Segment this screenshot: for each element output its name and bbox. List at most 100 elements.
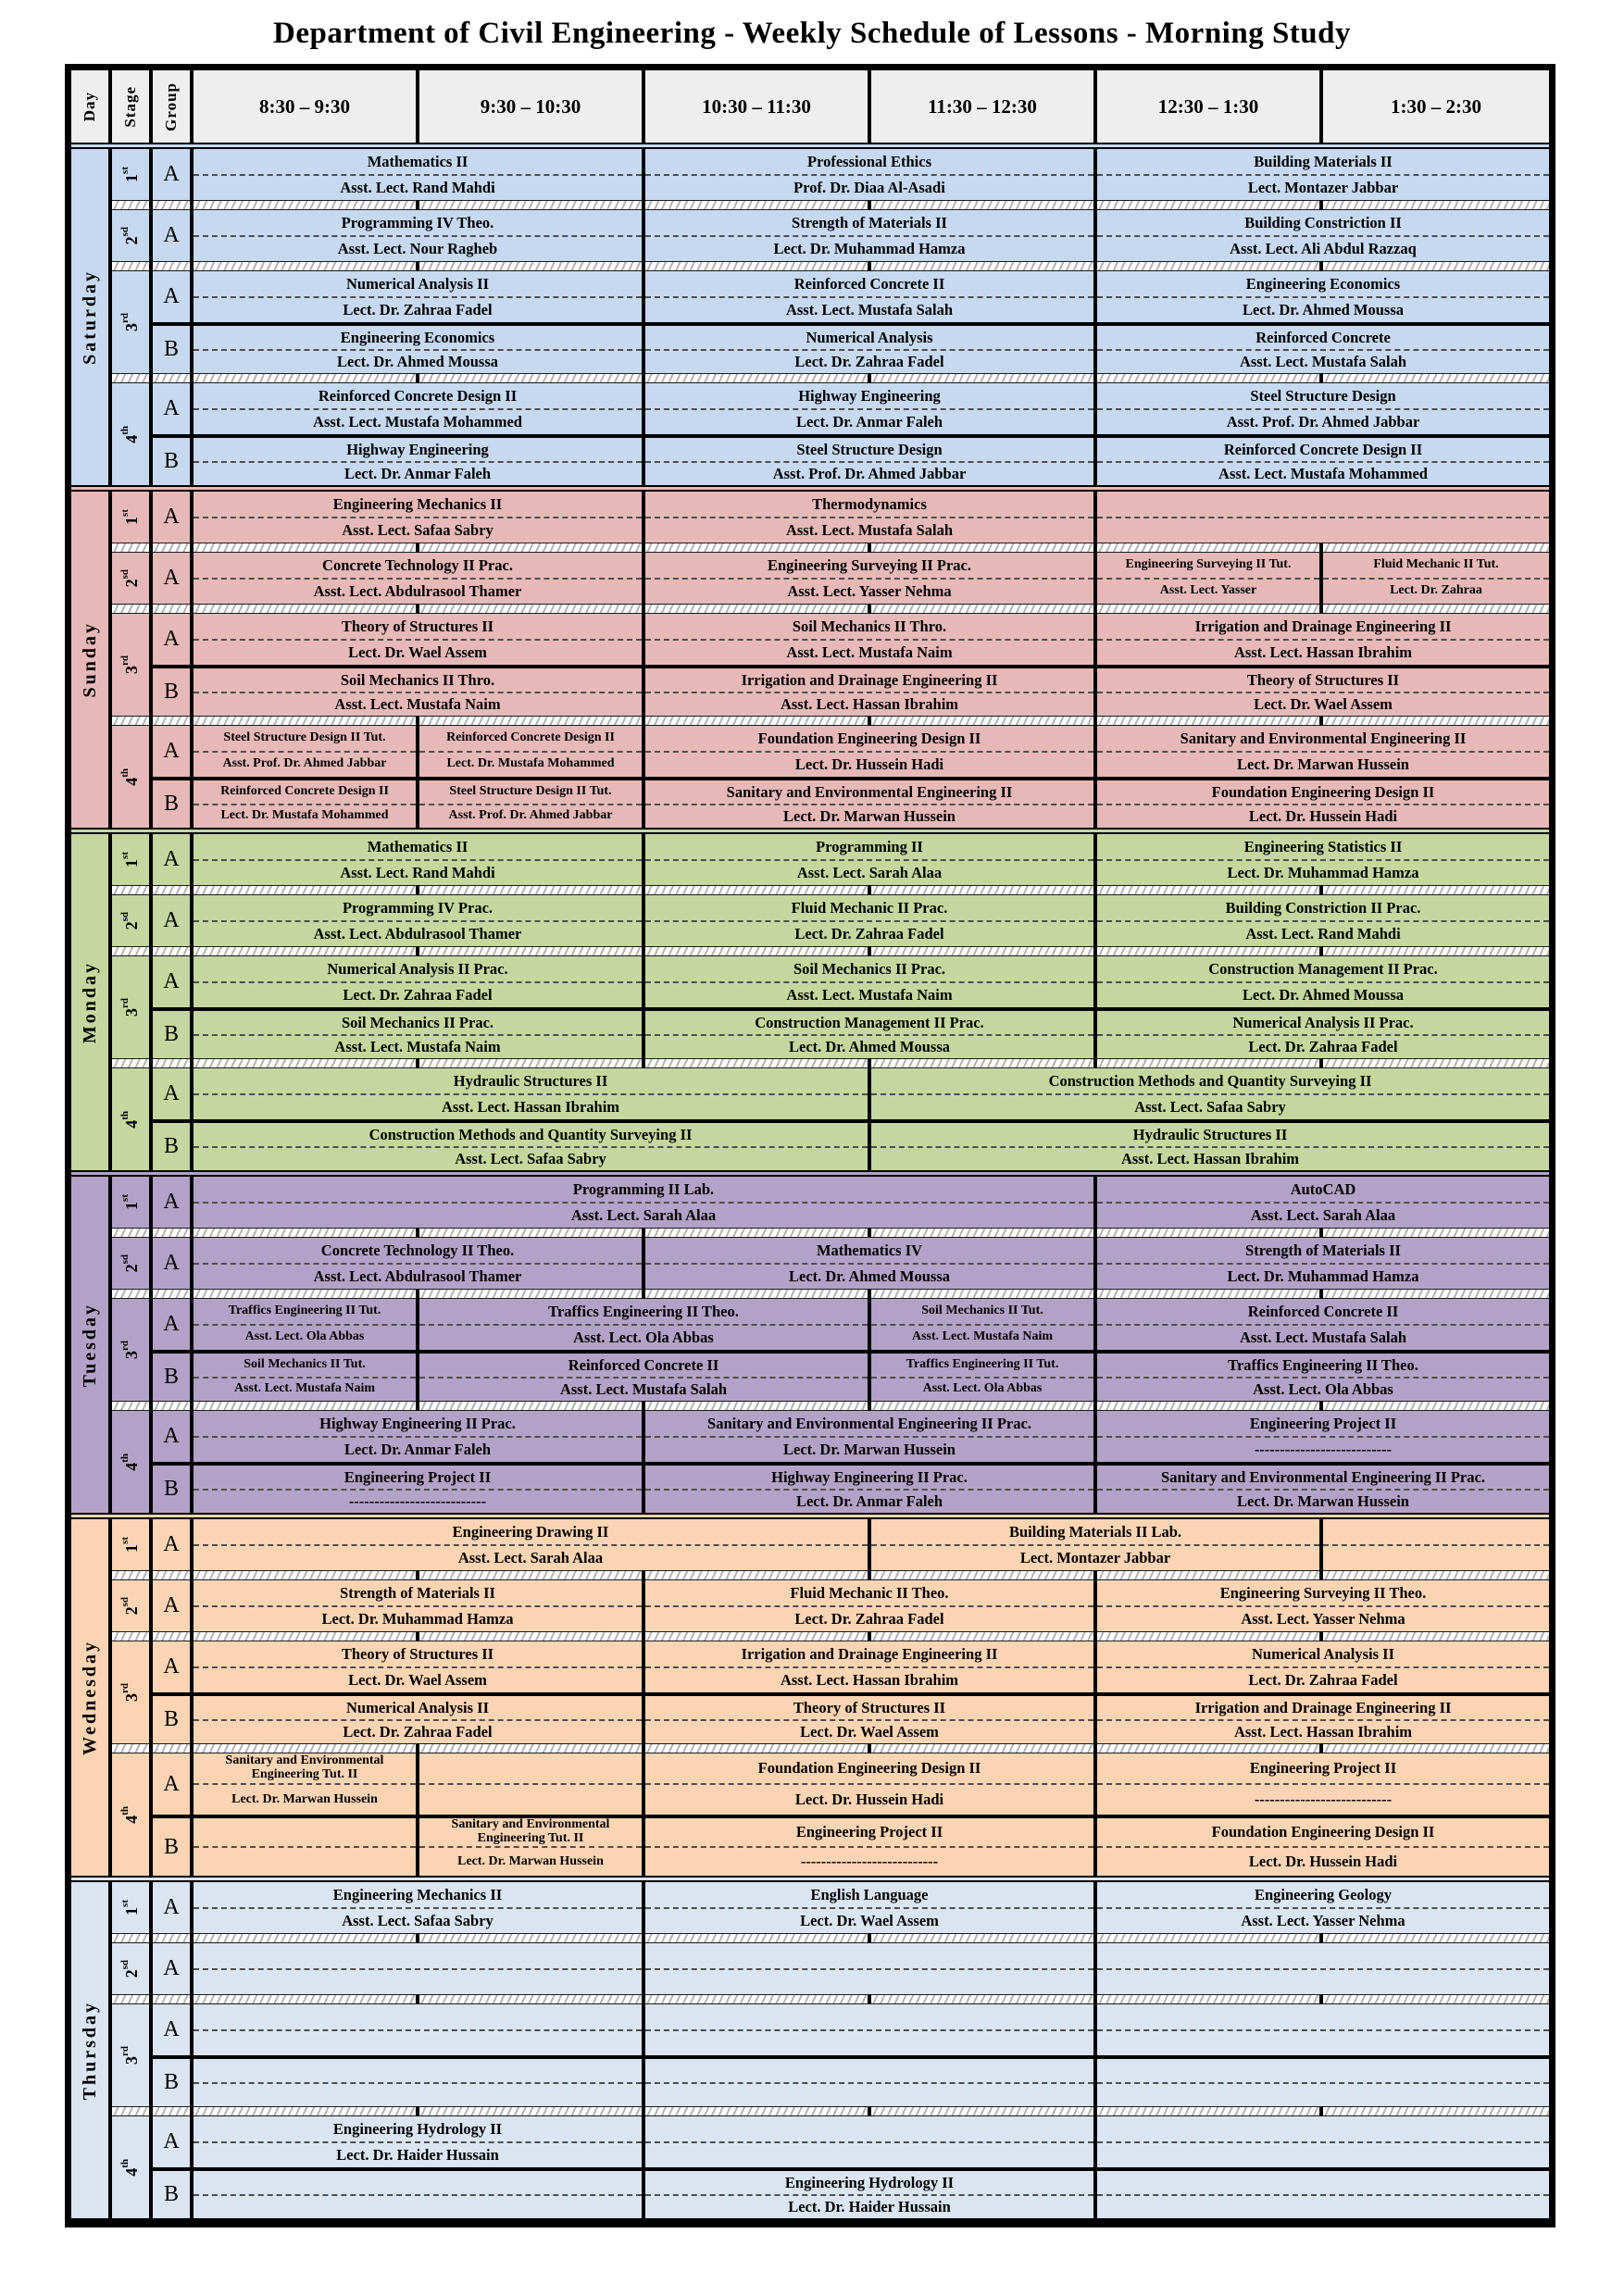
class-cell: Sanitary and Environmental Engineering I…	[645, 777, 1097, 828]
class-cell: Construction Management II Prac. Lect. Dr…	[1097, 956, 1549, 1007]
subject-text	[194, 2004, 642, 2029]
empty-cell	[194, 1815, 419, 1876]
subject-text: Mathematics IV	[816, 1241, 923, 1259]
class-cell: Engineering Surveying II Tut. Asst. Lect.…	[1097, 553, 1323, 604]
group-cell: A	[153, 1299, 194, 1350]
stage-separator-hatch	[194, 946, 419, 956]
class-cell: Professional Ethics Prof. Dr. Diaa Al-Asa…	[645, 149, 1097, 200]
stage-label: 4th	[119, 1806, 142, 1824]
subject-text: Engineering Mechanics II	[332, 494, 503, 513]
stage-separator-hatch	[1323, 1631, 1549, 1641]
subject-text: Numerical Analysis II	[345, 274, 489, 293]
class-cell: Highway Engineering II Prac. Lect. Dr. An…	[194, 1411, 645, 1462]
lecturer-text: Asst. Lect. Hassan Ibrahim	[871, 1145, 1549, 1171]
lecturer-text: Lect. Montazer Jabbar	[1097, 173, 1549, 201]
class-cell: Engineering Project II ------------------…	[1097, 1753, 1549, 1815]
stage-separator-hatch	[645, 1743, 871, 1753]
stage-separator-hatch	[645, 1401, 871, 1411]
empty-cell	[645, 1943, 1097, 1994]
empty-cell	[1097, 2116, 1549, 2167]
stage-separator-hatch	[153, 716, 194, 726]
stage-label: 4th	[119, 2159, 142, 2177]
stage-separator-hatch	[153, 1631, 194, 1641]
stage-separator-hatch	[871, 1058, 1097, 1068]
subject-text: Concrete Technology II Prac.	[322, 555, 513, 574]
lecturer-text: Lect. Dr. Mustafa Mohammed	[194, 803, 416, 829]
class-cell: Engineering Statistics II Lect. Dr. Muham…	[1097, 834, 1549, 885]
class-cell: Engineering Mechanics II Asst. Lect. Safa…	[194, 1882, 645, 1933]
day-name-text: Thursday	[79, 2000, 100, 2101]
class-cell: Soil Mechanics II Tut. Asst. Lect. Mustaf…	[871, 1299, 1097, 1350]
lecturer-text: ---------------------------	[194, 1488, 642, 1514]
subject-text	[1097, 2171, 1549, 2194]
lecturer-text: Lect. Dr. Marwan Hussein	[645, 1435, 1093, 1463]
stage-cell: 2sd	[112, 1580, 153, 1631]
subject-text: Steel Structure Design	[1250, 386, 1396, 405]
group-cell: A	[153, 2116, 194, 2167]
subject-text: Traffics Engineering II Tut.	[228, 1303, 381, 1317]
stage-number: 4	[122, 1119, 141, 1129]
stage-separator-hatch	[645, 885, 871, 895]
class-cell: Steel Structure Design II Tut. Asst. Prof…	[194, 726, 419, 777]
group-cell: A	[153, 1753, 194, 1815]
lecturer-text: Lect. Dr. Ahmed Moussa	[1097, 980, 1549, 1008]
class-cell: Engineering Project II ------------------…	[645, 1815, 1097, 1876]
stage-suffix: rd	[119, 998, 131, 1008]
lecturer-text: Lect. Dr. Hussein Hadi	[645, 1783, 1093, 1815]
stage-separator-hatch	[153, 946, 194, 956]
class-cell: Highway Engineering Lect. Dr. Anmar Faleh	[194, 434, 645, 485]
empty-cell	[419, 1753, 645, 1815]
stage-cell: 4th	[112, 1411, 153, 1513]
stage-separator-hatch	[871, 200, 1097, 210]
lecturer-text	[194, 2028, 642, 2056]
class-cell: AutoCAD Asst. Lect. Sarah Alaa	[1097, 1177, 1549, 1228]
stage-separator-hatch	[1097, 1743, 1323, 1753]
stage-separator-hatch	[419, 373, 645, 383]
stage-separator-hatch	[871, 373, 1097, 383]
subject-text: Hydraulic Structures II	[453, 1071, 608, 1090]
group-cell: B	[153, 1350, 194, 1401]
class-cell: Engineering Project II ------------------…	[1097, 1411, 1549, 1462]
stage-suffix: sd	[119, 1254, 131, 1265]
stage-separator-hatch	[419, 1631, 645, 1641]
class-cell: Foundation Engineering Design II Lect. Dr…	[645, 726, 1097, 777]
stage-cell: 2sd	[112, 1238, 153, 1289]
subject-text: Highway Engineering II Prac.	[771, 1467, 968, 1486]
class-cell: Engineering Surveying II Theo. Asst. Lect…	[1097, 1580, 1549, 1631]
stage-cell: 2sd	[112, 210, 153, 261]
stage-separator-hatch	[153, 261, 194, 271]
stage-separator-hatch	[194, 604, 419, 614]
stage-label: 4th	[119, 1454, 142, 1471]
day-section-saturday: Saturday 1st A Mathematics II Asst. Lect. Ra…	[71, 143, 1549, 485]
empty-cell	[1097, 2167, 1549, 2218]
stage-separator-hatch	[112, 885, 153, 895]
subject-text: Irrigation and Drainage Engineering II	[741, 1644, 998, 1663]
class-cell: Foundation Engineering Design II Lect. Dr…	[1097, 1815, 1549, 1876]
subject-text	[1097, 2004, 1549, 2029]
class-cell: Soil Mechanics II Tut. Asst. Lect. Mustaf…	[194, 1350, 419, 1401]
empty-cell	[1097, 2004, 1549, 2055]
subject-text: Reinforced Concrete II	[1247, 1302, 1399, 1320]
group-cell: A	[153, 210, 194, 261]
subject-text: Engineering Mechanics II	[332, 1885, 503, 1903]
stage-separator-hatch	[419, 604, 645, 614]
class-cell: Numerical Analysis II Prac. Lect. Dr. Zah…	[1097, 1007, 1549, 1058]
lecturer-text: Lect. Dr. Haider Hussain	[645, 2193, 1093, 2219]
class-cell: Irrigation and Drainage Engineering II As…	[1097, 1692, 1549, 1743]
stage-separator-hatch	[419, 200, 645, 210]
stage-suffix: st	[119, 1537, 131, 1544]
stage-label: 2sd	[119, 1254, 142, 1272]
group-cell: A	[153, 553, 194, 604]
stage-separator-hatch	[194, 1994, 419, 2004]
lecturer-text: Asst. Lect. Rand Mahdi	[1097, 919, 1549, 947]
subject-text: Programming II	[816, 837, 923, 855]
subject-text: Numerical Analysis	[806, 328, 933, 346]
group-cell: B	[153, 1815, 194, 1876]
stage-separator-hatch	[112, 2106, 153, 2116]
stage-separator-hatch	[419, 716, 645, 726]
time-header-cell: 9:30 – 10:30	[419, 70, 645, 143]
stage-separator-hatch	[419, 1289, 645, 1299]
time-header-cell: 8:30 – 9:30	[194, 70, 419, 143]
group-cell: A	[153, 2004, 194, 2055]
subject-text: Sanitary and Environmental Engineering T…	[225, 1753, 384, 1781]
